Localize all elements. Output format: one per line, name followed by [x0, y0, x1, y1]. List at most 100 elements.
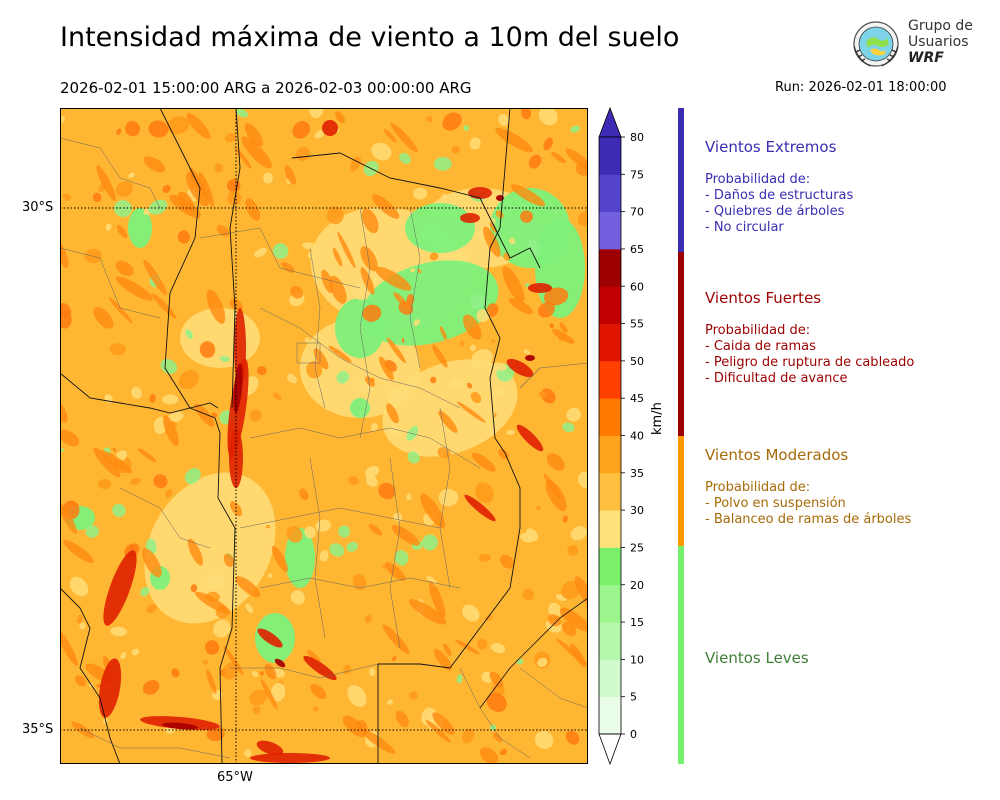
wind-contour: [160, 359, 178, 375]
wind-contour: [562, 515, 568, 523]
wind-contour: [194, 403, 215, 427]
wind-contour: [260, 678, 278, 710]
wind-contour: [486, 303, 499, 317]
wind-contour: [177, 191, 194, 212]
globe-icon: [853, 21, 899, 67]
wind-contour: [408, 599, 447, 625]
wind-contour: [567, 545, 579, 556]
wind-contour: [241, 136, 272, 169]
wind-contour: [541, 388, 556, 404]
wind-contour: [314, 129, 326, 139]
wind-contour: [420, 493, 446, 528]
wind-contour: [264, 663, 277, 680]
wind-contour: [489, 222, 497, 233]
wind-contour: [574, 576, 588, 609]
wind-contour: [257, 628, 283, 648]
colorbar-tick-label: 20: [630, 579, 644, 592]
wind-contour: [321, 269, 334, 294]
wind-contour: [224, 133, 237, 143]
wind-contour: [211, 412, 218, 418]
category-title-fuertes: Vientos Fuertes: [705, 289, 822, 307]
wind-contour: [477, 638, 488, 650]
wind-contour: [401, 338, 405, 343]
wind-contour: [85, 525, 99, 538]
wind-contour: [206, 574, 225, 591]
colorbar-tick-label: 80: [630, 131, 644, 144]
wind-contour: [459, 340, 465, 347]
wind-contour: [146, 604, 157, 614]
category-desc-fuertes: Probabilidad de: - Caida de ramas - Peli…: [705, 323, 914, 387]
colorbar-swatch: [599, 510, 621, 548]
wind-map-svg: [60, 108, 588, 764]
category-desc-moderados: Probabilidad de: - Polvo en suspensión -…: [705, 480, 911, 528]
wind-contour: [329, 275, 347, 304]
wind-contour: [245, 603, 253, 613]
wind-contour: [63, 539, 94, 563]
wind-contour: [565, 730, 580, 745]
wind-contour: [483, 226, 501, 257]
wind-contour: [441, 193, 447, 200]
wind-contour: [406, 493, 412, 500]
wind-contour: [543, 287, 569, 306]
wind-contour: [347, 685, 367, 707]
wind-contour: [408, 691, 418, 700]
colorbar-tick-label: 35: [630, 467, 644, 480]
wind-contour: [143, 259, 167, 296]
wind-contour: [430, 376, 437, 384]
border-line: [230, 663, 379, 679]
wind-contour: [310, 684, 327, 700]
wind-contour: [490, 339, 496, 343]
wind-contour: [338, 525, 350, 538]
wind-contour: [360, 246, 378, 272]
wind-contour: [381, 564, 386, 569]
border-line: [484, 108, 511, 454]
lat-label-30s: 30°S: [22, 200, 54, 215]
wind-contour: [142, 679, 160, 695]
desc-line: - Peligro de ruptura de cableado: [705, 355, 915, 370]
wind-contour: [287, 373, 297, 384]
border-line: [60, 587, 121, 764]
wind-contour: [274, 658, 286, 668]
border-line: [377, 452, 521, 764]
wind-contour: [148, 120, 169, 138]
wind-contour: [162, 722, 198, 730]
border-line: [519, 362, 588, 389]
wind-contour: [382, 624, 410, 655]
border-line: [389, 457, 401, 649]
wind-contour: [214, 163, 224, 173]
wind-contour: [538, 391, 547, 398]
desc-line: - No circular: [705, 220, 784, 235]
wind-contour: [71, 721, 95, 739]
colorbar-tick-label: 50: [630, 355, 644, 368]
wind-contour: [437, 447, 451, 459]
wind-contour: [491, 388, 500, 399]
wind-contour: [60, 429, 80, 447]
wind-contour: [392, 655, 397, 662]
wind-contour: [461, 728, 475, 744]
category-bar-fuertes: [678, 252, 684, 436]
map-frame: [60, 108, 588, 764]
colorbar-tick-label: 65: [630, 243, 644, 256]
wind-contour: [536, 505, 541, 511]
desc-line: - Balanceo de ramas de árboles: [705, 512, 912, 527]
wind-contour: [527, 239, 541, 258]
wind-contour: [304, 526, 316, 539]
wind-contour: [74, 675, 87, 687]
wind-contour: [405, 203, 475, 253]
wind-contour: [108, 296, 133, 324]
category-bar-extremos: [678, 108, 684, 252]
wind-contour: [93, 306, 114, 329]
wind-contour: [79, 622, 86, 630]
wind-contour: [471, 452, 496, 472]
wind-contour: [485, 614, 493, 621]
wind-contour: [361, 208, 379, 234]
colorbar-tick-label: 0: [630, 728, 637, 741]
wind-contour: [256, 740, 284, 756]
wind-contour: [286, 526, 303, 543]
colorbar-svg: 0 5 10 15 20 25 30 35 40 45 50 55 60 65 70 75 80: [598, 106, 644, 766]
wind-contour: [167, 411, 184, 423]
wind-contour: [290, 286, 304, 299]
colorbar-tick-label: 15: [630, 616, 644, 629]
wind-contour: [384, 562, 406, 581]
wind-contour: [143, 156, 166, 173]
